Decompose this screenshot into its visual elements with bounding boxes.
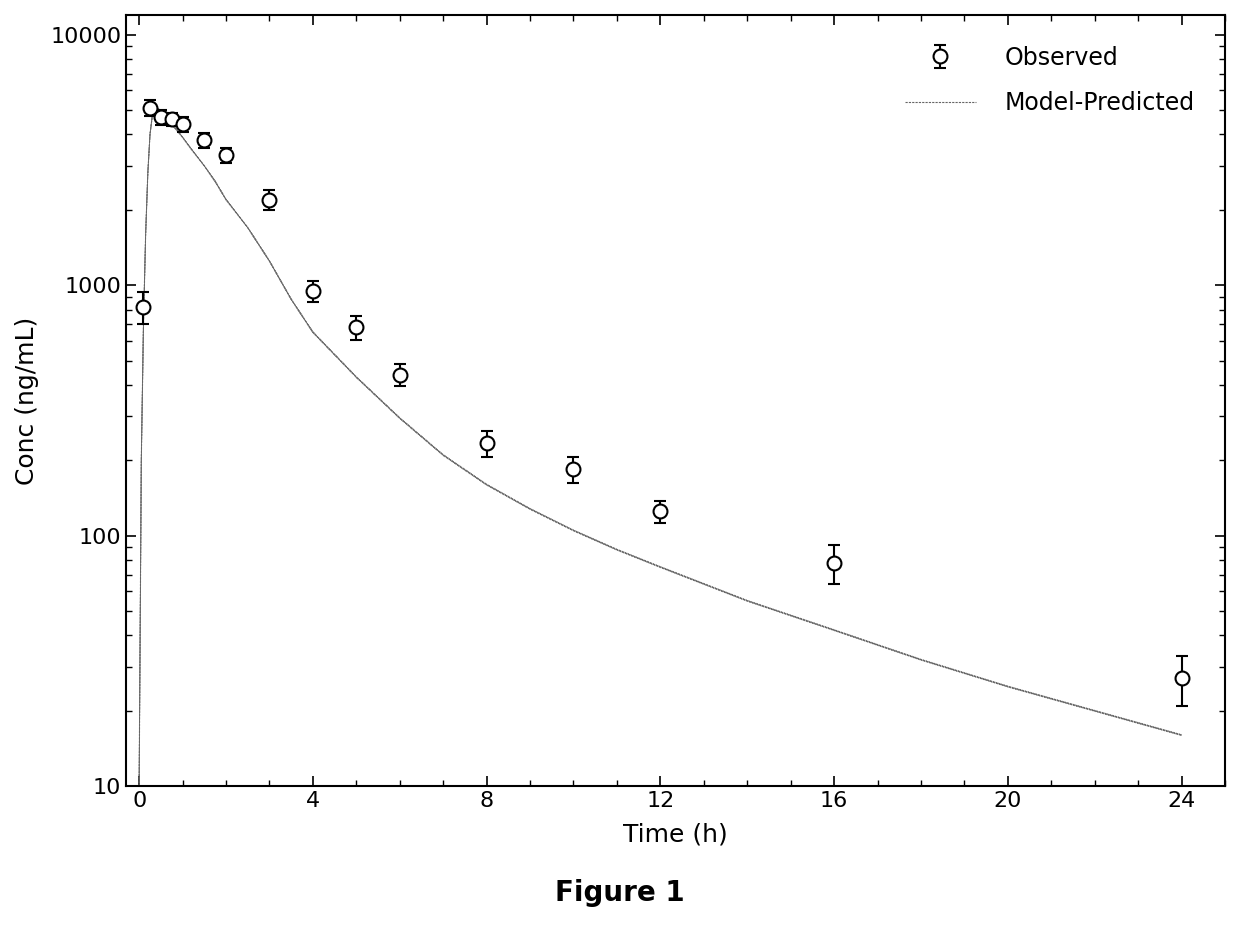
Model-Predicted [140,168,155,179]
Model-Predicted [138,229,153,240]
Model-Predicted [284,294,299,305]
Model-Predicted [131,781,146,792]
Model-Predicted [565,525,580,536]
Model-Predicted [392,412,407,423]
Model-Predicted [827,624,842,635]
Model-Predicted [305,327,320,338]
Model-Predicted [241,222,255,233]
Model-Predicted [653,561,668,572]
Model-Predicted [134,455,149,466]
Model-Predicted [146,105,161,116]
Text: Figure 1: Figure 1 [556,880,684,907]
Line: Model-Predicted: Model-Predicted [139,108,1182,786]
Model-Predicted [522,504,537,515]
Model-Predicted [1174,730,1189,741]
Model-Predicted [218,194,233,205]
Model-Predicted [1001,681,1016,692]
Model-Predicted [740,595,755,607]
Model-Predicted [162,116,177,127]
Model-Predicted [154,106,169,117]
Model-Predicted [151,104,166,115]
Y-axis label: Conc (ng/mL): Conc (ng/mL) [15,317,38,484]
Model-Predicted [164,119,179,130]
Model-Predicted [155,109,170,120]
Model-Predicted [1087,706,1102,717]
Model-Predicted [145,111,160,122]
Model-Predicted [262,256,277,267]
Model-Predicted [348,371,363,382]
Model-Predicted [149,103,164,114]
Model-Predicted [207,176,222,187]
Model-Predicted [610,544,625,556]
Model-Predicted [160,114,175,125]
Legend: Observed, Model-Predicted: Observed, Model-Predicted [887,27,1213,134]
Model-Predicted [479,479,494,490]
Model-Predicted [169,124,184,135]
Model-Predicted [157,111,172,122]
Model-Predicted [435,449,450,460]
X-axis label: Time (h): Time (h) [624,822,728,846]
Model-Predicted [175,131,190,143]
Model-Predicted [184,144,198,155]
Model-Predicted [197,160,212,171]
Model-Predicted [136,319,151,330]
Model-Predicted [914,654,929,665]
Model-Predicted [143,129,157,140]
